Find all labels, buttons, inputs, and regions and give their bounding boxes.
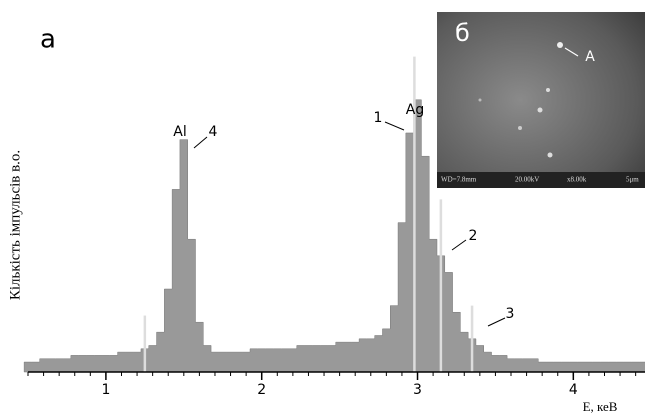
inset-info: WD=7.8mm — [441, 176, 477, 184]
x-tick-label: 2 — [257, 382, 266, 398]
particle — [518, 126, 522, 130]
particle — [546, 88, 550, 92]
point-label: A — [585, 49, 595, 65]
inset-info: x8.00k — [567, 176, 587, 184]
y-axis-label: Кількість імпульсів в.о. — [7, 150, 23, 300]
peak-label: 1 — [374, 110, 383, 126]
label-leader — [385, 122, 404, 130]
chart: а Кількість імпульсів в.о. E, кеВ 1 2 3 4 Al… — [0, 0, 645, 417]
label-leader — [488, 318, 505, 326]
particle — [548, 153, 553, 158]
peak-label: 2 — [469, 228, 478, 244]
peak-label: 4 — [209, 124, 218, 140]
inset-label: б — [455, 19, 470, 47]
peak-label: Al — [173, 124, 186, 140]
particle — [479, 99, 482, 102]
x-tick-label: 4 — [569, 382, 578, 398]
x-tick-label: 3 — [413, 382, 422, 398]
x-tick-label: 1 — [101, 382, 110, 398]
peak-label: 3 — [506, 306, 515, 322]
label-leader — [194, 137, 207, 148]
peak-label: Ag — [406, 102, 424, 118]
inset-info: 20.00kV — [515, 176, 539, 184]
panel-label: а — [40, 25, 56, 55]
particle — [557, 42, 563, 48]
x-axis-label: E, кеВ — [583, 399, 618, 414]
particle — [538, 108, 543, 113]
inset-info: 5μm — [626, 176, 639, 184]
label-leader — [452, 240, 466, 250]
